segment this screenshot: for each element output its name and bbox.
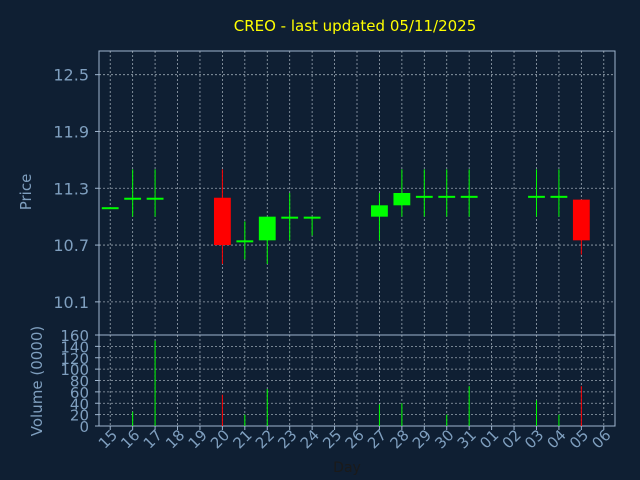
candle-body — [281, 216, 299, 219]
price-y-tick-label: 11.9 — [53, 122, 89, 141]
candle-body — [303, 216, 321, 219]
volume-y-tick-label: 40 — [70, 395, 89, 413]
price-axis-label: Price — [17, 174, 35, 211]
candle-body — [460, 195, 478, 198]
volume-y-tick-label: 20 — [70, 407, 89, 425]
x-axis-label: Day — [333, 460, 361, 476]
price-y-tick-label: 10.7 — [53, 236, 89, 255]
candle-body — [415, 195, 433, 198]
volume-axis-label: Volume (0000) — [28, 326, 46, 436]
volume-y-tick-label: 80 — [70, 373, 89, 391]
candle-body — [528, 195, 545, 198]
price-y-tick-label: 10.1 — [53, 293, 89, 312]
price-y-tick-label: 12.5 — [53, 66, 89, 85]
price-panel: 12.5 11.9 11.3 10.7 10.1 Price — [17, 50, 616, 336]
candle-body — [124, 197, 142, 200]
candle-body — [438, 195, 456, 198]
volume-y-tick-label: 120 — [60, 350, 89, 368]
candle-body — [101, 207, 119, 210]
price-y-tick-label: 11.3 — [53, 179, 89, 198]
candle-body — [146, 197, 164, 200]
volume-y-tick-label: 160 — [60, 327, 89, 345]
candle-body — [393, 193, 411, 206]
candle-body — [572, 199, 590, 241]
chart-title: CREO - last updated 05/11/2025 — [234, 17, 477, 35]
volume-y-tick-label: 100 — [60, 361, 89, 379]
volume-y-tick-label: 0 — [79, 418, 89, 436]
candle-body — [213, 197, 231, 246]
candle-body — [371, 205, 388, 217]
volume-y-tick-label: 60 — [70, 384, 89, 402]
candle-body — [550, 195, 568, 198]
candle-body — [236, 240, 254, 243]
volume-y-tick-label: 140 — [60, 338, 89, 356]
candle-body — [258, 216, 276, 241]
